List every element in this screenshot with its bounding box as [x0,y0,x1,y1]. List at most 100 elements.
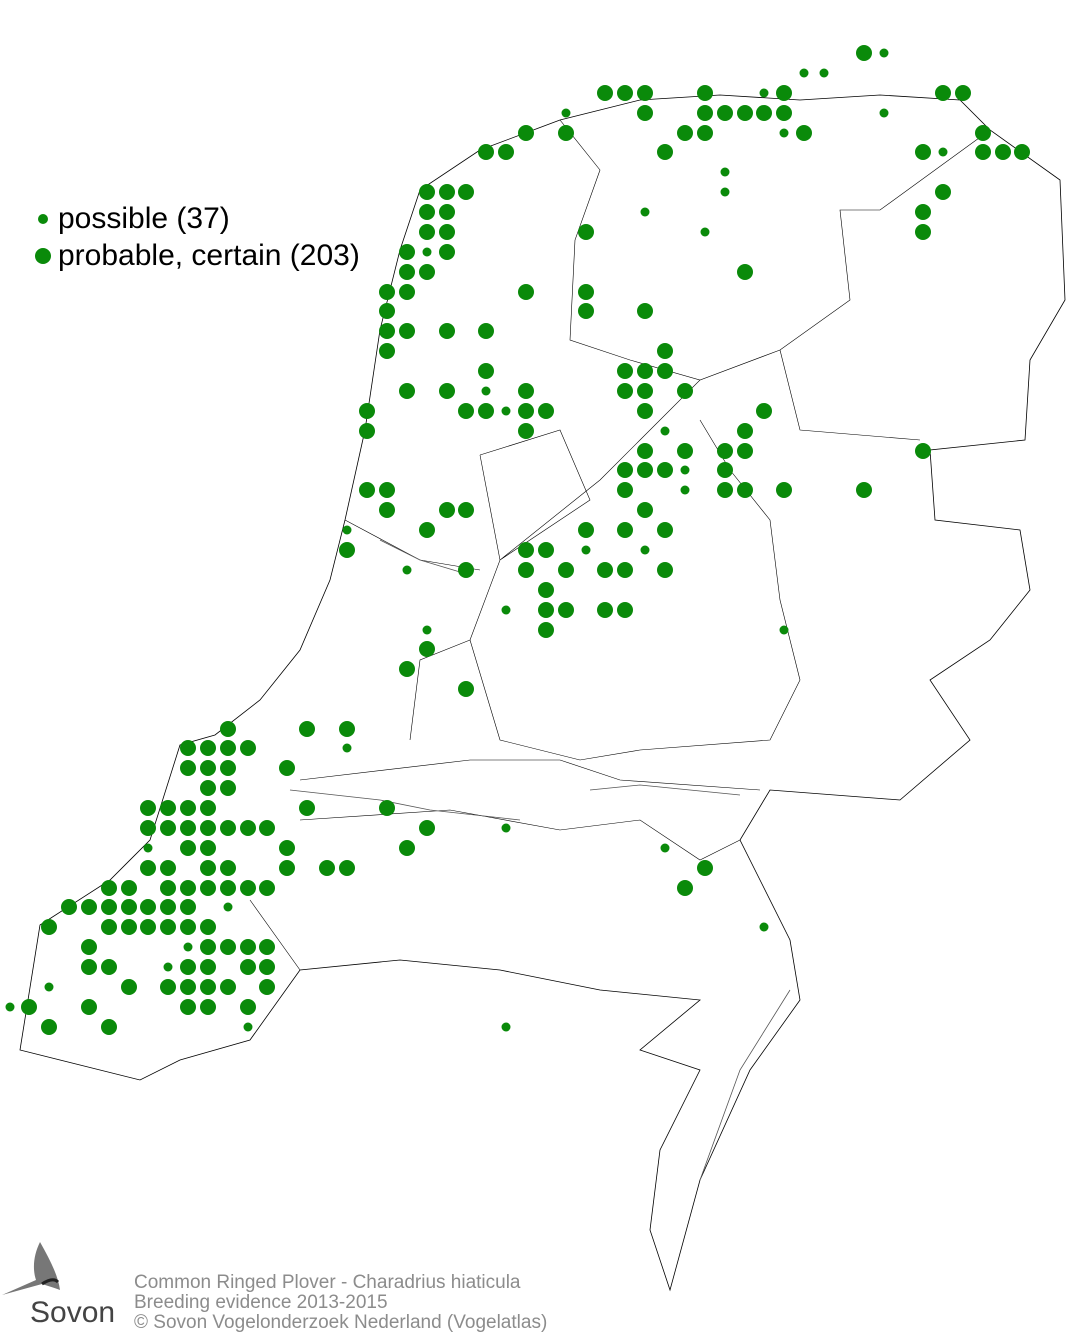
probable-certain-dot [935,85,951,101]
probable-certain-dot [240,880,256,896]
probable-certain-dot [677,880,693,896]
probable-certain-dot [717,105,733,121]
possible-dot [660,843,670,853]
probable-certain-dot [200,979,216,995]
probable-certain-dot [458,184,474,200]
probable-certain-dot [200,820,216,836]
probable-certain-dot [101,880,117,896]
possible-dot [501,823,511,833]
probable-certain-dot [419,264,435,280]
probable-certain-dot [379,323,395,339]
probable-certain-dot [200,860,216,876]
probable-certain-dot [399,244,415,260]
probable-certain-dot [200,880,216,896]
probable-certain-dot [259,820,275,836]
probable-certain-dot [180,820,196,836]
probable-certain-dot [677,383,693,399]
probable-certain-dot [538,602,554,618]
probable-certain-dot [756,105,772,121]
probable-certain-dot [180,800,196,816]
possible-dot [183,942,193,952]
probable-certain-dot [637,502,653,518]
probable-certain-dot [180,999,196,1015]
probable-certain-dot [419,224,435,240]
probable-certain-dot [279,860,295,876]
possible-dot [501,406,511,416]
probable-certain-dot [419,641,435,657]
probable-certain-dot [776,105,792,121]
possible-dot [342,525,352,535]
possible-dot [501,1022,511,1032]
probable-certain-dot [796,125,812,141]
probable-certain-dot [458,681,474,697]
probable-certain-dot [399,383,415,399]
probable-certain-dot [637,403,653,419]
probable-certain-dot [259,880,275,896]
probable-certain-dot [101,919,117,935]
probable-certain-dot [439,502,455,518]
probable-certain-dot [578,284,594,300]
probable-certain-dot [538,582,554,598]
probable-certain-dot [617,482,633,498]
probable-certain-dot [180,740,196,756]
possible-dot [720,187,730,197]
probable-certain-dot [617,462,633,478]
probable-certain-dot [439,244,455,260]
probable-certain-dot [220,979,236,995]
probable-certain-dot [737,423,753,439]
probable-certain-dot [299,721,315,737]
legend-item-possible: possible (37) [28,200,360,237]
possible-dot [640,545,650,555]
probable-certain-dot [279,840,295,856]
probable-certain-dot [359,423,375,439]
probable-certain-dot [359,482,375,498]
probable-certain-dot [915,144,931,160]
probable-certain-dot [319,860,335,876]
probable-certain-dot [856,45,872,61]
legend-label: possible (37) [58,201,230,235]
probable-certain-dot [81,939,97,955]
possible-dot [243,1022,253,1032]
probable-certain-dot [259,939,275,955]
possible-dot [5,1002,15,1012]
sovon-swallow-logo-icon [2,1242,60,1295]
probable-certain-dot [419,204,435,220]
probable-certain-dot [657,144,673,160]
country-outline [19,94,1066,1292]
probable-certain-dot [518,284,534,300]
probable-certain-dot [140,899,156,915]
probable-certain-dot [637,85,653,101]
probable-certain-dot [439,184,455,200]
possible-dot [720,167,730,177]
probable-certain-dot [121,919,137,935]
probable-certain-dot [558,602,574,618]
probable-certain-dot [121,899,137,915]
probable-certain-dot [737,264,753,280]
probable-certain-dot [200,780,216,796]
probable-certain-dot [399,323,415,339]
probable-certain-dot [160,919,176,935]
probable-certain-dot [597,562,613,578]
probable-certain-dot [538,542,554,558]
probable-certain-dot [518,125,534,141]
probable-certain-dot [617,363,633,379]
probable-certain-dot [717,462,733,478]
probable-certain-dot [975,125,991,141]
probable-certain-dot [657,363,673,379]
probable-certain-dot [160,899,176,915]
probable-certain-dot [975,144,991,160]
probable-certain-dot [637,443,653,459]
probable-certain-dot [955,85,971,101]
probable-certain-dot [915,224,931,240]
probable-certain-dot [81,959,97,975]
probable-certain-dot [637,462,653,478]
possible-dot [422,625,432,635]
probable-certain-dot [41,1019,57,1035]
probable-certain-dot [220,721,236,737]
large-dot-icon [35,247,51,264]
possible-dot [581,545,591,555]
possible-dot [879,48,889,58]
probable-certain-dot [697,105,713,121]
probable-certain-dot [657,343,673,359]
